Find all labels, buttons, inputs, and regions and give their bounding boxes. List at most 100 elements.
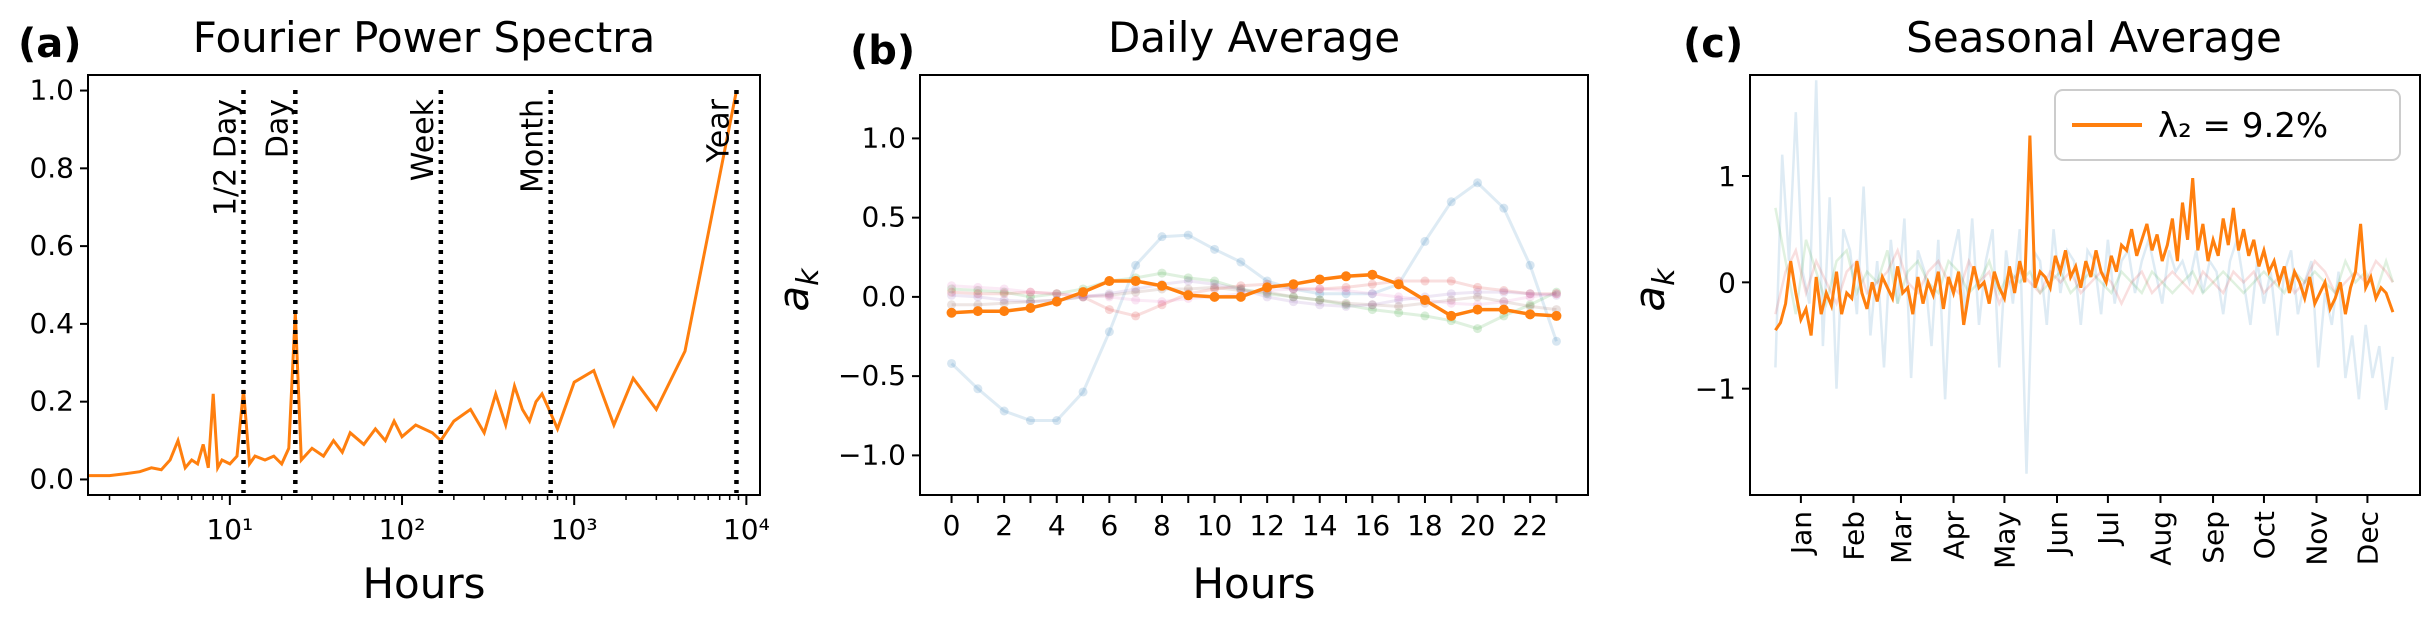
faint-component-point <box>1210 276 1220 286</box>
faint-component-point <box>1183 273 1193 283</box>
faint-component-point <box>1236 281 1246 291</box>
x-tick-label-a: 10² <box>379 513 426 546</box>
faint-component-point <box>1499 287 1509 297</box>
faint-component-point <box>1025 416 1035 426</box>
faint-component-point <box>1525 301 1535 311</box>
faint-component-point <box>1367 289 1377 299</box>
period-marker-label: 1/2 Day <box>208 99 243 216</box>
faint-component-point <box>1131 260 1141 270</box>
faint-component-point <box>947 300 957 310</box>
faint-component-point <box>1288 297 1298 307</box>
faint-component-point <box>1341 286 1351 296</box>
faint-component-point <box>1236 257 1246 267</box>
faint-component-point <box>1420 276 1430 286</box>
faint-component-point <box>1446 276 1456 286</box>
faint-component-point <box>1315 289 1325 299</box>
faint-component-point <box>1104 327 1114 337</box>
faint-component-point <box>1473 287 1483 297</box>
x-tick-label-b: 22 <box>1512 509 1548 542</box>
x-tick-label-a: 10³ <box>551 513 598 546</box>
y-tick-label-b: −0.5 <box>838 359 906 392</box>
x-tick-label-c: Dec <box>2351 511 2384 565</box>
faint-seasonal-line <box>1774 246 2394 315</box>
highlight-component-point <box>1498 304 1509 315</box>
y-tick-label-b: −1.0 <box>838 438 906 471</box>
faint-component-point <box>1157 268 1167 278</box>
legend-label: λ₂ = 9.2% <box>2158 106 2328 146</box>
x-tick-label-b: 12 <box>1249 509 1285 542</box>
x-tick-label-c: Apr <box>1938 511 1971 560</box>
faint-component-point <box>1315 295 1325 305</box>
highlight-component-point <box>1209 291 1220 302</box>
highlight-component-point <box>999 306 1010 317</box>
x-tick-label-c: Mar <box>1885 511 1918 564</box>
faint-component-point <box>1525 292 1535 302</box>
faint-component-point <box>1473 324 1483 334</box>
highlight-component-point <box>1419 295 1430 306</box>
faint-component-point <box>1551 290 1561 300</box>
highlight-component-point <box>1104 276 1115 287</box>
y-tick-label-a: 0.4 <box>29 307 74 340</box>
faint-component-point <box>1131 287 1141 297</box>
chart-title-c: Seasonal Average <box>1906 13 2282 62</box>
faint-component-point <box>1210 279 1220 289</box>
x-tick-label-c: Nov <box>2301 511 2334 566</box>
faint-component-point <box>947 287 957 297</box>
faint-component-point <box>999 289 1009 299</box>
faint-component-point <box>1210 244 1220 254</box>
faint-component-point <box>1394 308 1404 318</box>
faint-component-point <box>1236 284 1246 294</box>
faint-component-point <box>1499 297 1509 307</box>
faint-component-point <box>999 287 1009 297</box>
faint-component-point <box>973 292 983 302</box>
plot-area-b: −1.0 −0.5 0.0 0.5 1.0 0 2 4 6 8 10 12 14 16 18 20 22 <box>838 121 1562 542</box>
faint-component-point <box>1131 284 1141 294</box>
faint-component-point <box>973 289 983 299</box>
faint-component-point <box>1157 297 1167 307</box>
faint-component-point <box>1525 289 1535 299</box>
highlight-component-point <box>1525 309 1536 320</box>
faint-component-point <box>947 284 957 294</box>
faint-component-point <box>1131 311 1141 321</box>
x-tick-label-b: 8 <box>1153 509 1171 542</box>
x-tick-label-b: 18 <box>1407 509 1443 542</box>
highlight-component-point <box>1025 302 1036 313</box>
faint-component-point <box>999 295 1009 305</box>
x-tick-label-c: Feb <box>1837 511 1870 561</box>
faint-component-point <box>999 298 1009 308</box>
faint-component-point <box>1499 297 1509 307</box>
faint-component-point <box>1420 311 1430 321</box>
x-tick-label-c: Sep <box>2197 511 2230 564</box>
highlight-component-point <box>1551 310 1562 321</box>
faint-component-point <box>1525 300 1535 310</box>
faint-component-point <box>1025 292 1035 302</box>
faint-component-point <box>1499 203 1509 213</box>
highlight-component-point <box>1051 296 1062 307</box>
highlight-component-point <box>946 307 957 318</box>
faint-component-point <box>1315 300 1325 310</box>
faint-component-point <box>1473 282 1483 292</box>
faint-component-point <box>1473 178 1483 188</box>
faint-component-point <box>1236 284 1246 294</box>
panel-letter-b: (b) <box>850 28 915 74</box>
faint-component-point <box>973 282 983 292</box>
period-marker-label: Month <box>516 99 551 193</box>
faint-component-line <box>950 180 1558 422</box>
y-tick-label-b: 0.0 <box>861 280 906 313</box>
highlight-component-point <box>1288 279 1299 290</box>
faint-component-point <box>1262 292 1272 302</box>
x-tick-label-c: Oct <box>2248 511 2281 559</box>
y-tick-label-c: 0 <box>1718 266 1736 299</box>
highlight-component-point <box>1156 280 1167 291</box>
y-tick-label-b: 1.0 <box>861 121 906 154</box>
faint-component-point <box>1157 300 1167 310</box>
faint-component-point <box>1104 305 1114 315</box>
x-tick-label-b: 10 <box>1197 509 1233 542</box>
faint-component-point <box>1367 305 1377 315</box>
plot-area-c: −1 0 1 Jan Feb Mar Apr May Jun Jul Aug Sep Oct Nov Dec <box>1695 80 2395 569</box>
faint-component-point <box>1025 287 1035 297</box>
faint-component-point <box>999 284 1009 294</box>
faint-component-point <box>1078 387 1088 397</box>
panel-daily-average: (b) Daily Average −1.0 −0.5 0.0 0.5 1.0 0 2 4 6 8… <box>769 13 1589 608</box>
